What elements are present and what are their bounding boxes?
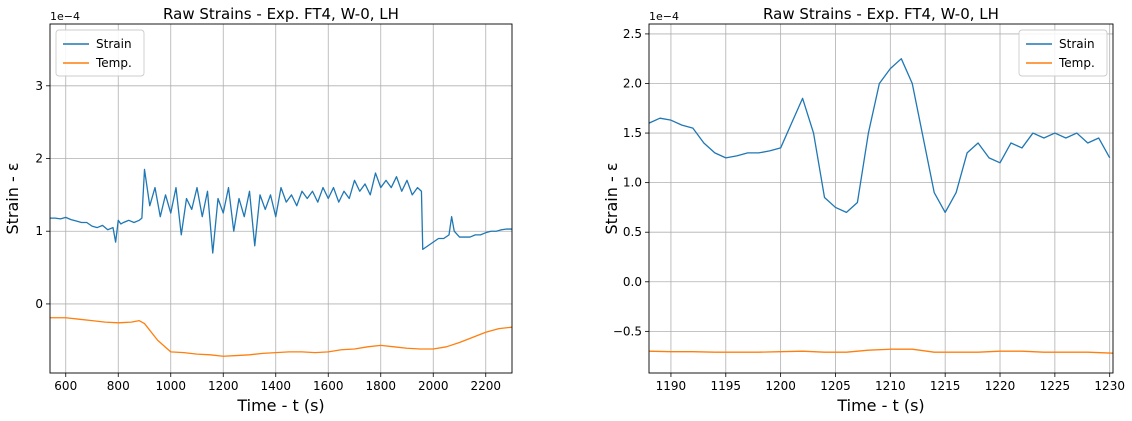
x-tick-label: 1000 — [155, 379, 186, 393]
y-axis-label: Strain - ε — [3, 163, 22, 235]
y-tick-label: 0.5 — [623, 225, 642, 239]
y-tick-label: 1 — [35, 224, 43, 238]
y-tick-label: 1.0 — [623, 176, 642, 190]
x-tick-label: 1205 — [820, 379, 851, 393]
x-tick-label: 600 — [54, 379, 77, 393]
y-tick-label: 2.5 — [623, 27, 642, 41]
x-tick-label: 1210 — [875, 379, 906, 393]
series-line-strain — [649, 58, 1111, 214]
x-axis-label: Time - t (s) — [836, 396, 924, 415]
x-tick-label: 2200 — [470, 379, 501, 393]
x-axis-label: Time - t (s) — [236, 396, 324, 415]
legend-box — [1018, 29, 1108, 77]
series-line-temp — [50, 317, 512, 357]
y-tick-label: 2.0 — [623, 76, 642, 90]
x-tick-label: 1400 — [260, 379, 291, 393]
x-tick-label: 1230 — [1094, 379, 1125, 393]
legend: Strain Temp. — [1018, 29, 1108, 77]
chart-title: Raw Strains - Exp. FT4, W-0, LH — [163, 5, 399, 23]
chart-2: 1190 1195 1200 1205 1210 1215 1220 1225 1230 −0.5… — [602, 5, 1125, 415]
x-tick-label: 1215 — [930, 379, 961, 393]
y-tick-label: 1.5 — [623, 126, 642, 140]
series-line-temp — [649, 348, 1113, 354]
y-tick-label: 2 — [35, 152, 43, 166]
series-group — [50, 168, 512, 357]
x-tick-label: 1800 — [365, 379, 396, 393]
x-tick-label: 1195 — [711, 379, 742, 393]
x-tick-label: 1220 — [985, 379, 1016, 393]
x-tick-label: 1200 — [208, 379, 239, 393]
chart-1: 600 800 1000 1200 1400 1600 1800 2000 2200 0 1 2 3 1e… — [3, 5, 513, 415]
x-tick-label: 1200 — [765, 379, 796, 393]
x-tick-label: 2000 — [418, 379, 449, 393]
y-tick-label: 0 — [35, 297, 43, 311]
legend-label: Strain — [1059, 37, 1095, 51]
axes-frame — [648, 23, 1114, 374]
legend: Strain Temp. — [55, 29, 145, 77]
x-tick-label: 1600 — [313, 379, 344, 393]
legend-box — [55, 29, 145, 77]
x-tick-label: 800 — [107, 379, 130, 393]
y-tick-label: 0.0 — [623, 275, 642, 289]
series-line-strain — [50, 168, 512, 254]
y-tick-label: 3 — [35, 79, 43, 93]
legend-label: Strain — [96, 37, 132, 51]
legend-label: Temp. — [1058, 56, 1095, 70]
y-tick-label: −0.5 — [613, 324, 642, 338]
chart-title: Raw Strains - Exp. FT4, W-0, LH — [763, 5, 999, 23]
x-tick-label: 1225 — [1040, 379, 1071, 393]
y-offset-label: 1e−4 — [50, 10, 80, 23]
legend-label: Temp. — [95, 56, 132, 70]
series-group — [649, 58, 1113, 354]
y-axis-label: Strain - ε — [602, 163, 621, 235]
y-offset-label: 1e−4 — [649, 10, 679, 23]
x-tick-label: 1190 — [656, 379, 687, 393]
axes-frame — [49, 23, 513, 374]
